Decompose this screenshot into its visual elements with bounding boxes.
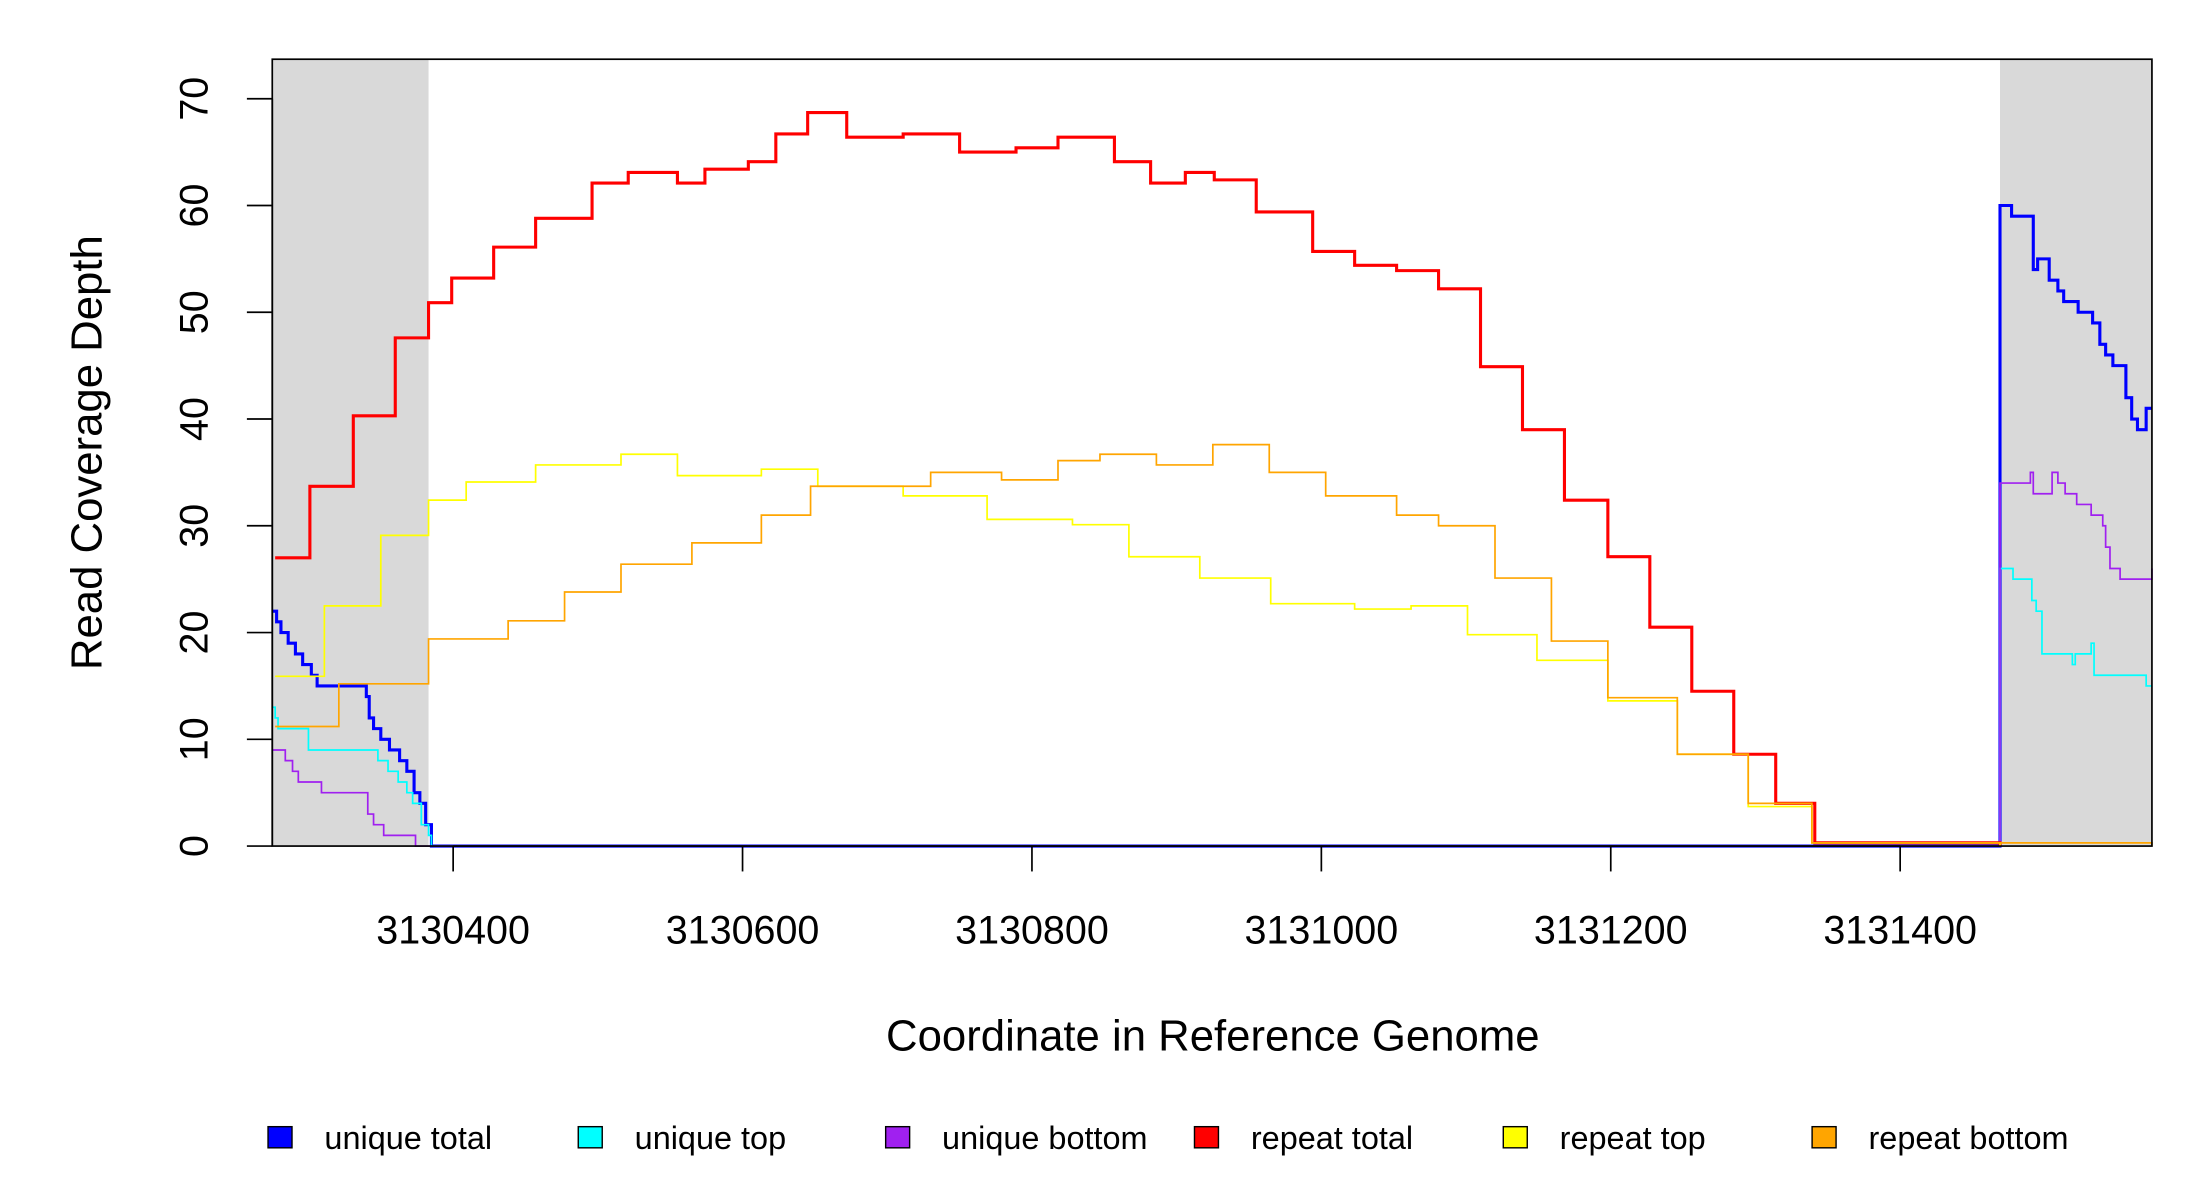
y-tick-label: 30 [172, 504, 216, 548]
y-tick-label: 10 [172, 717, 216, 761]
legend: unique total unique top unique bottom repea… [267, 1120, 2069, 1156]
legend-swatch-unique-bottom [884, 1125, 911, 1149]
legend-label: unique top [635, 1120, 786, 1156]
legend-label: repeat bottom [1869, 1120, 2069, 1156]
legend-label: repeat total [1251, 1120, 1413, 1156]
y-axis-title: Read Coverage Depth [63, 235, 112, 670]
x-tick-label: 3130600 [666, 908, 820, 952]
series-line-repeat-top [275, 453, 2001, 847]
x-axis: 3130400 3130600 3130800 3131000 3131200 31314… [376, 845, 1977, 952]
legend-swatch-unique-total [267, 1125, 293, 1149]
legend-swatch-repeat-total [1193, 1125, 1220, 1149]
legend-label: unique bottom [942, 1120, 1147, 1156]
series-line-repeat-bottom [275, 443, 2153, 847]
legend-swatch-repeat-bottom [1811, 1125, 1837, 1149]
x-tick-label: 3130800 [955, 908, 1109, 952]
shaded-regions [272, 59, 2152, 847]
y-tick-label: 70 [172, 77, 216, 121]
series-line-unique-top [272, 567, 2152, 847]
y-axis: 0 10 20 30 40 50 60 70 [172, 77, 274, 857]
y-tick-label: 60 [172, 184, 216, 228]
x-tick-label: 3131400 [1823, 908, 1977, 952]
series-line-unique-bottom [272, 471, 2153, 847]
series-line-unique-total [272, 203, 2152, 848]
y-tick-label: 50 [172, 290, 216, 334]
legend-label: unique total [324, 1120, 492, 1156]
shaded-region-0 [272, 59, 429, 847]
legend-swatch-repeat-top [1502, 1125, 1528, 1149]
x-tick-label: 3130400 [376, 908, 530, 952]
legend-swatch-unique-top [577, 1125, 603, 1149]
y-tick-label: 40 [172, 397, 216, 441]
series-lines [272, 111, 2153, 848]
y-tick-label: 0 [172, 835, 216, 857]
x-tick-label: 3131000 [1245, 908, 1399, 952]
y-tick-label: 20 [172, 611, 216, 655]
legend-label: repeat top [1560, 1120, 1706, 1156]
x-axis-title: Coordinate in Reference Genome [886, 1012, 1540, 1061]
series-line-repeat-total [275, 111, 2002, 847]
x-tick-label: 3131200 [1534, 908, 1688, 952]
shaded-region-1 [2000, 59, 2152, 847]
